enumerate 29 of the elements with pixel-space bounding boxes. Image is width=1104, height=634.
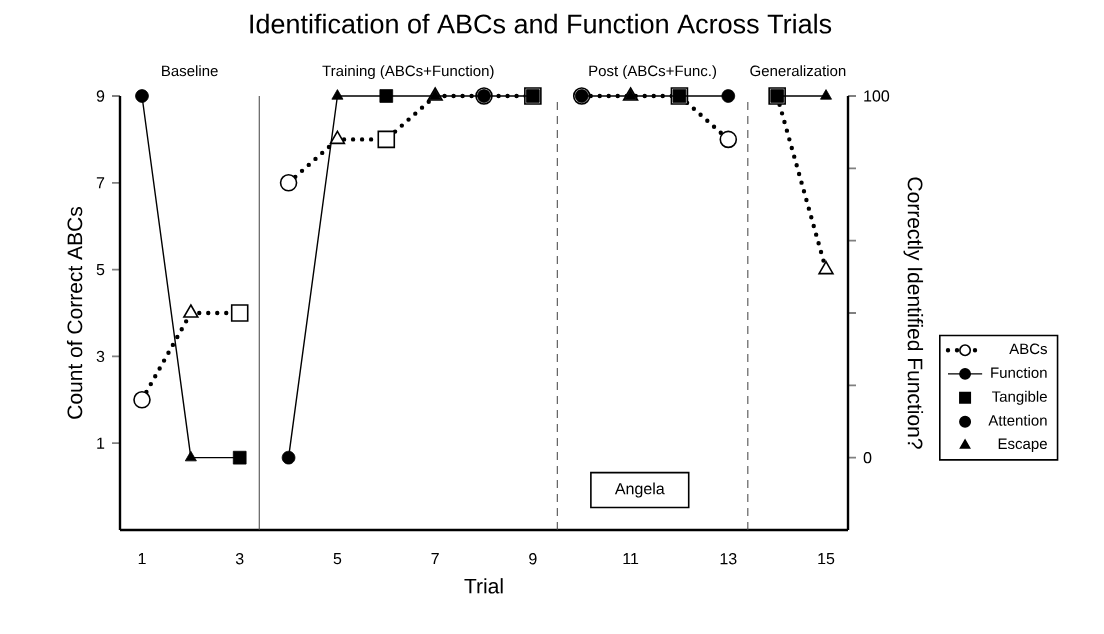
legend-label: Escape [998, 438, 1047, 453]
text: Baseline [162, 65, 218, 77]
x-tick-label: 13 [720, 553, 737, 565]
y-tick-label: 9 [96, 90, 105, 102]
y2-tick-label: 0 [863, 452, 872, 464]
legend-label: ABCs [1009, 343, 1048, 355]
x-tick-label: 1 [138, 553, 146, 565]
x-tick-label: 3 [235, 553, 244, 565]
y-axis-title: Count of Correct ABCs [66, 207, 83, 419]
annotation: Angela [614, 482, 665, 498]
legend-label: Attention [988, 414, 1047, 426]
text: Generalization [750, 65, 846, 77]
legend-label: Tangible [992, 390, 1047, 405]
y2-tick-label: 100 [864, 90, 890, 102]
x-tick-label: 11 [623, 553, 639, 565]
y-tick-label: 5 [96, 264, 105, 276]
y2-axis-title: Correctly Identified Function? [903, 177, 924, 449]
text: Post (ABCs+Func.) [589, 65, 717, 80]
x-tick-label: 15 [818, 553, 835, 565]
x-tick-label: 9 [529, 553, 537, 565]
y-tick-label: 1 [97, 437, 105, 449]
text: Training (ABCs+Function) [322, 65, 494, 80]
x-tick-label: 5 [333, 553, 342, 565]
x-tick-label: 7 [431, 553, 439, 565]
y-tick-label: 3 [96, 350, 105, 363]
y-tick-label: 7 [96, 177, 105, 189]
legend-label: Function [991, 366, 1047, 378]
x-axis-title: Trial [464, 578, 503, 594]
chart-title: Identification of ABCs and Function Across Trials [250, 13, 832, 34]
